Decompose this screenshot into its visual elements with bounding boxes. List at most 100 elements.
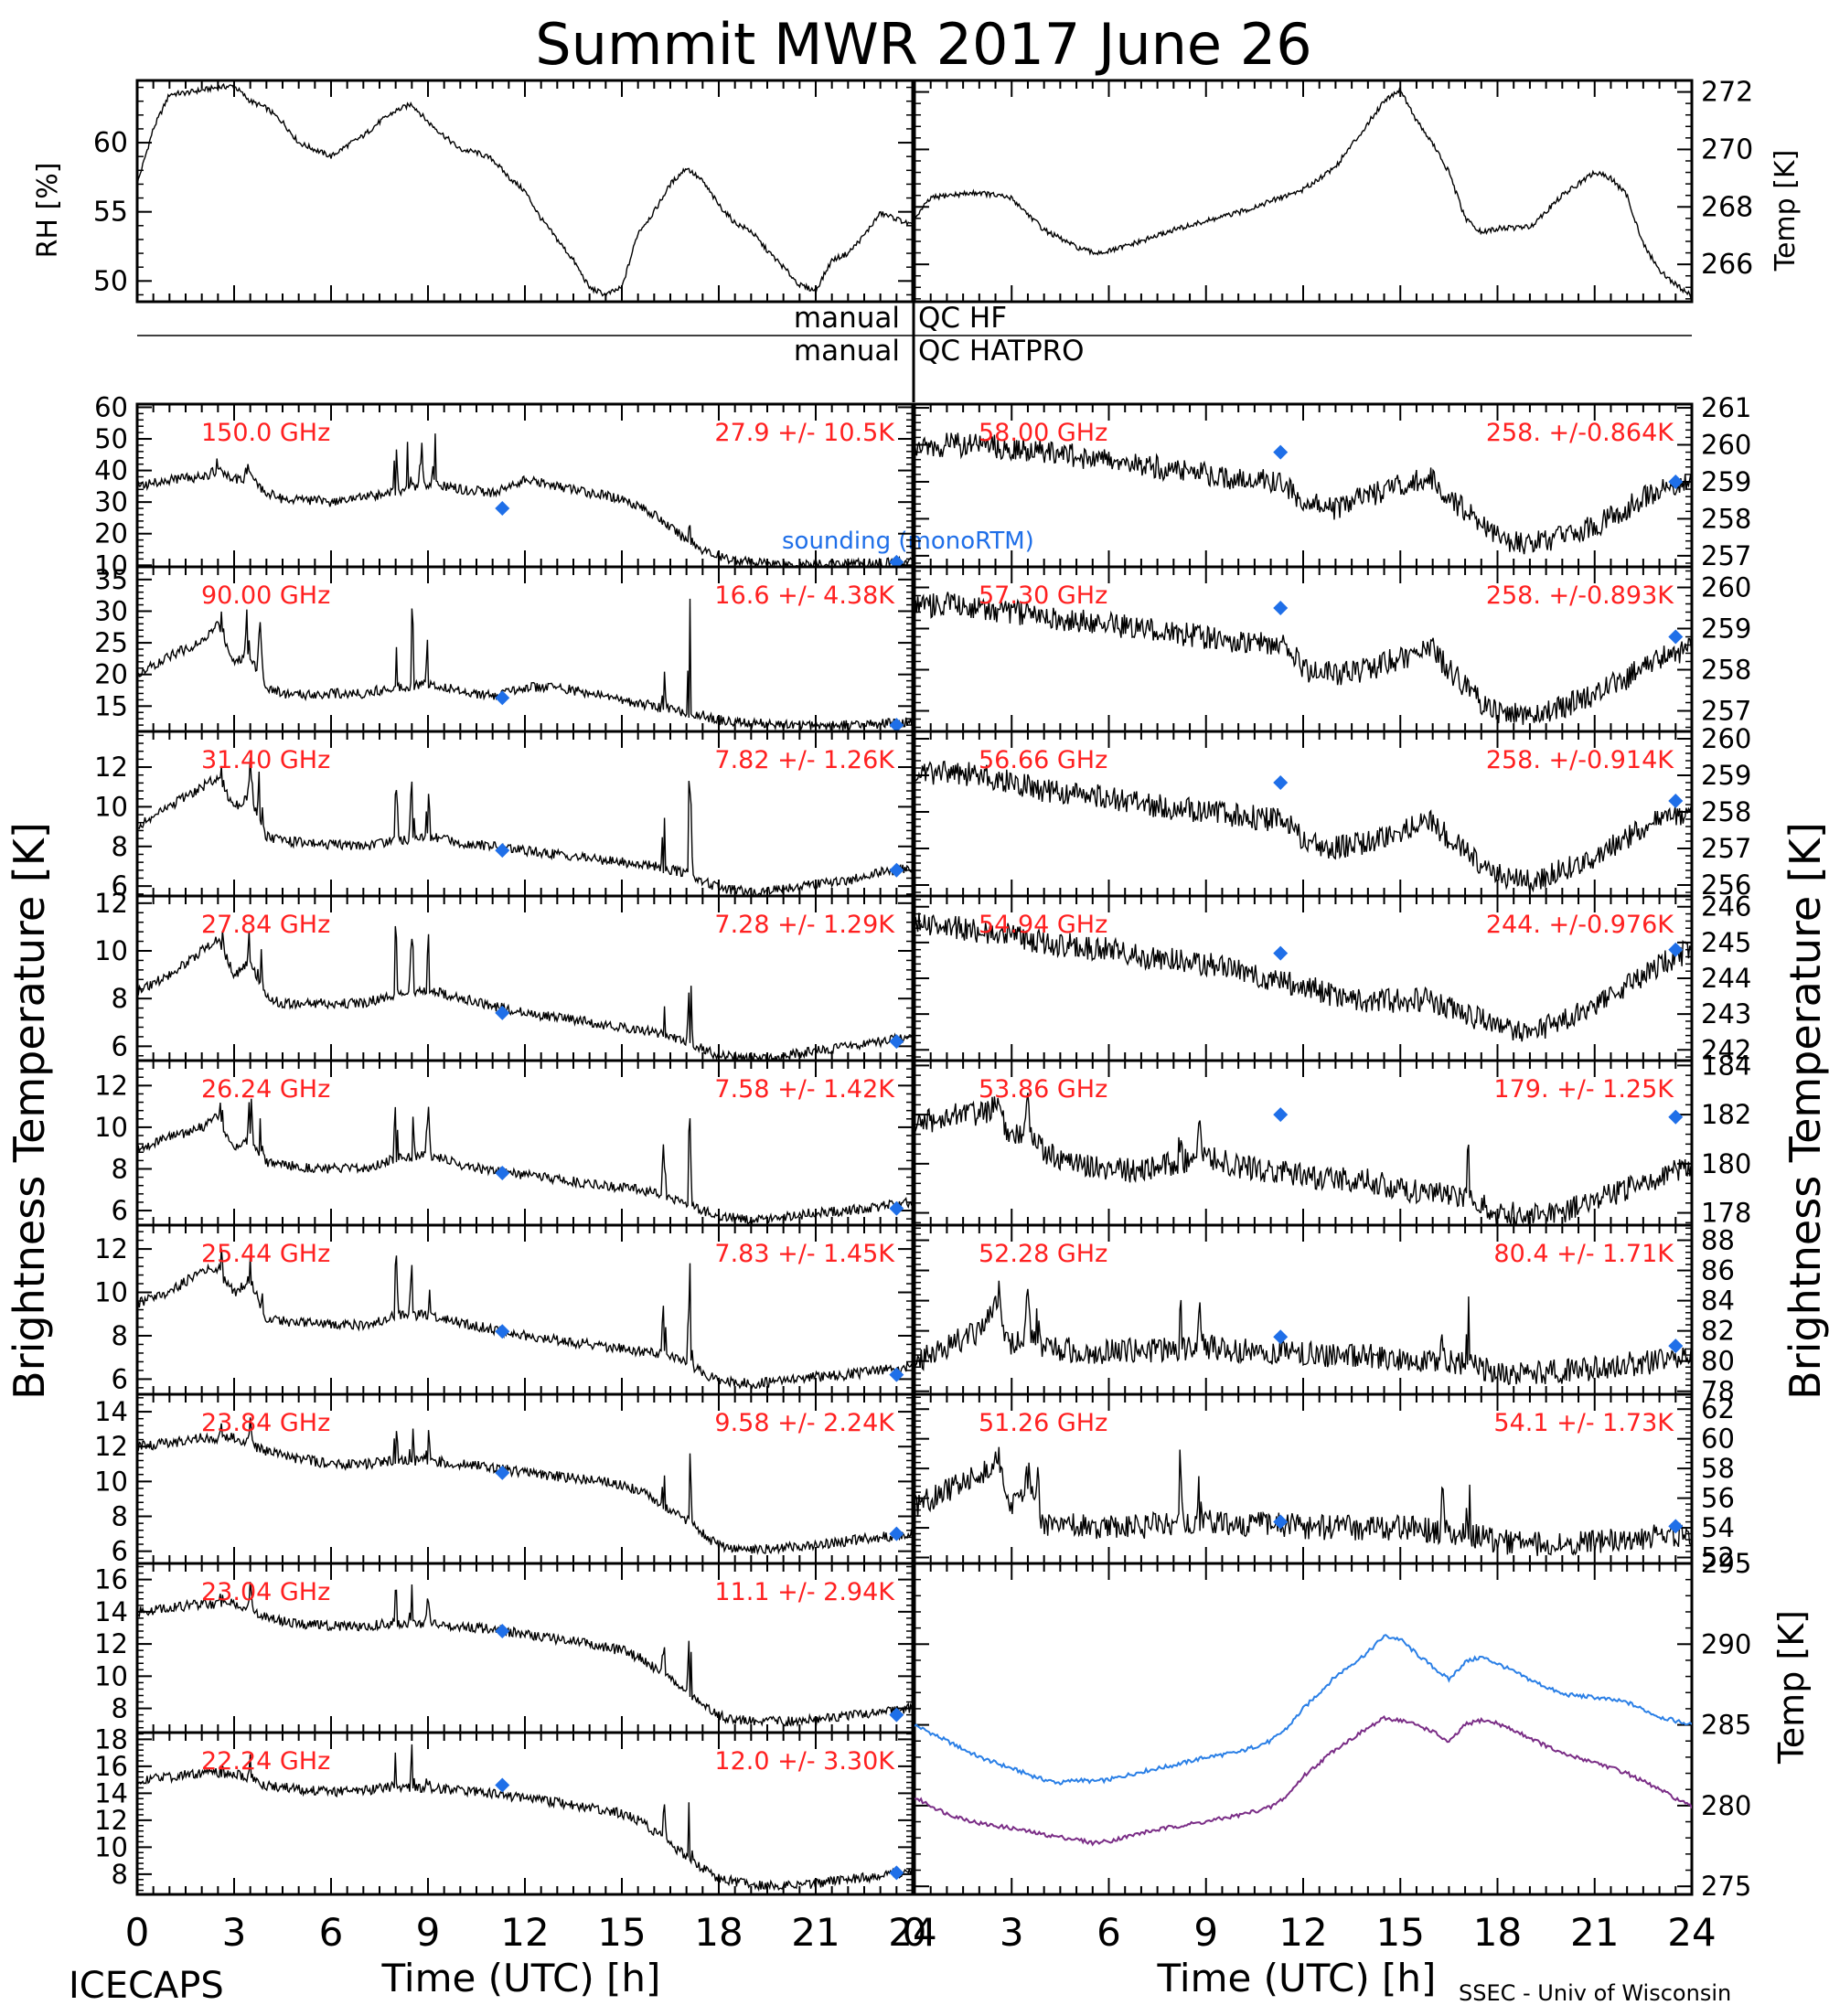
sounding-marker — [1668, 794, 1684, 808]
x-tick-label: 24 — [888, 1910, 936, 1955]
y-tick-label: 14 — [94, 1777, 128, 1808]
x-tick-label: 21 — [791, 1910, 840, 1955]
frequency-label: 52.28 GHz — [979, 1240, 1107, 1268]
y-tick-label: 10 — [94, 1660, 128, 1691]
series-line — [914, 87, 1692, 300]
stats-label: 11.1 +/- 2.94K — [714, 1578, 895, 1606]
panel-bt31: 6 8 10 12 31.40 GHz 7.82 +/- 1.26K — [94, 730, 914, 901]
footer-icecaps: ICECAPS — [69, 1965, 224, 2007]
frequency-label: 51.26 GHz — [979, 1409, 1107, 1437]
y-tick-label: 257 — [1701, 833, 1751, 864]
y-tick-label: 260 — [1701, 430, 1751, 461]
stats-label: 7.82 +/- 1.26K — [714, 746, 895, 774]
y-tick-label: 8 — [112, 1859, 128, 1890]
y-tick-label: 86 — [1701, 1255, 1735, 1286]
y-tick-label: 84 — [1701, 1285, 1735, 1317]
qc-hf-left: manual — [794, 302, 900, 335]
panel-bt5730: 257 258 259 260 57.30 GHz 258. +/-0.893K — [913, 565, 1751, 733]
y-tick-label: 6 — [112, 1030, 128, 1061]
y-tick-label: 8 — [112, 983, 128, 1014]
y-tick-label: 8 — [112, 1501, 128, 1532]
panel-frame — [913, 79, 1694, 304]
y-tick-label: 270 — [1701, 133, 1753, 165]
y-tick-label: 260 — [1701, 572, 1751, 603]
x-tick-label: 0 — [903, 1910, 927, 1955]
y-tick-label: 295 — [1701, 1548, 1751, 1579]
y-tick-label: 246 — [1701, 891, 1751, 923]
sounding-marker — [1273, 1107, 1289, 1123]
y-tick-label: 12 — [94, 752, 128, 783]
y-tick-label: 30 — [94, 595, 128, 626]
y-tick-label: 40 — [94, 455, 128, 486]
sounding-marker — [1668, 1519, 1684, 1534]
y-tick-label: 78 — [1701, 1376, 1735, 1407]
y-tick-label: 259 — [1701, 613, 1751, 645]
sounding-marker — [1273, 945, 1289, 961]
y-tick-label: 10 — [94, 935, 128, 966]
x-tick-label: 3 — [222, 1910, 247, 1955]
y-tick-label: 280 — [1701, 1790, 1751, 1821]
series-line — [137, 1582, 913, 1727]
x-tick-label: 15 — [1376, 1910, 1425, 1955]
frequency-label: 23.84 GHz — [201, 1409, 330, 1437]
y-tick-label: 6 — [112, 870, 128, 901]
sounding-marker — [889, 718, 904, 733]
series-line — [914, 432, 1692, 555]
series-line — [914, 1280, 1692, 1386]
y-tick-label: 8 — [112, 1320, 128, 1351]
stats-label: 27.9 +/- 10.5K — [714, 419, 895, 447]
y-tick-label: 25 — [94, 627, 128, 658]
qc-hatpro-right: QC HATPRO — [918, 335, 1085, 368]
sounding-marker — [1668, 942, 1684, 957]
qc-hf-right: QC HF — [918, 302, 1007, 335]
panel-bt5386: 178 180 182 184 53.86 GHz 179. +/- 1.25K — [913, 1050, 1751, 1229]
stats-label: 7.83 +/- 1.45K — [714, 1240, 895, 1268]
y-tick-label: 80 — [1701, 1346, 1735, 1377]
y-tick-label: 20 — [94, 659, 128, 690]
series-line — [137, 1248, 913, 1390]
x-tick-label: 15 — [597, 1910, 646, 1955]
y-tick-label: 20 — [94, 518, 128, 549]
y-tick-label: 35 — [94, 564, 128, 595]
xlabel-right: Time (UTC) [h] — [1157, 1956, 1437, 2000]
y-tick-label: 55 — [93, 197, 128, 229]
y-tick-label: 12 — [94, 1431, 128, 1462]
y-tick-label: 8 — [112, 831, 128, 862]
footer-ssec: SSEC - Univ of Wisconsin — [1459, 1980, 1731, 2006]
sounding-marker — [889, 1526, 904, 1541]
panel-temp: 266 268 270 272 — [913, 77, 1753, 304]
stats-label: 7.28 +/- 1.29K — [714, 911, 895, 939]
sounding-marker — [1273, 601, 1289, 615]
y-tick-label: 258 — [1701, 655, 1751, 686]
y-tick-label: 268 — [1701, 191, 1753, 223]
y-tick-label: 82 — [1701, 1316, 1735, 1347]
temp-axis-label: Temp [K] — [1770, 150, 1802, 272]
x-tick-label: 18 — [1473, 1910, 1522, 1955]
sounding-marker — [889, 862, 904, 878]
sounding-marker — [1273, 444, 1289, 460]
frequency-label: 150.0 GHz — [201, 419, 330, 447]
series-line — [137, 1098, 913, 1225]
sounding-marker — [889, 1034, 904, 1050]
series-line — [137, 925, 913, 1061]
y-tick-label: 18 — [94, 1723, 128, 1755]
series-line — [137, 82, 913, 299]
x-tick-label: 24 — [1667, 1910, 1716, 1955]
y-tick-label: 257 — [1701, 540, 1751, 571]
y-tick-label: 180 — [1701, 1148, 1751, 1179]
y-tick-label: 52 — [1701, 1542, 1735, 1573]
stats-label: 12.0 +/- 3.30K — [714, 1747, 895, 1776]
series-line — [914, 1634, 1692, 1786]
qc-hatpro-left: manual — [794, 335, 900, 368]
y-tick-label: 242 — [1701, 1034, 1751, 1065]
sounding-marker — [1668, 1109, 1684, 1125]
sounding-marker — [889, 1200, 904, 1216]
series-line — [137, 757, 913, 896]
stats-label: 244. +/-0.976K — [1486, 911, 1674, 939]
panel-bt5826: 257 258 259 260 261 58.00 GHz 258. +/-0.864K — [913, 392, 1751, 571]
y-tick-label: 266 — [1701, 249, 1753, 281]
y-tick-label: 245 — [1701, 927, 1751, 958]
